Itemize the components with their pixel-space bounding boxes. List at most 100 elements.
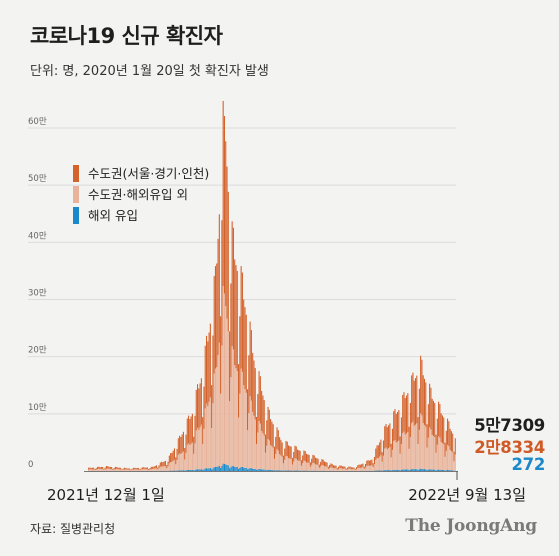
bar-overseas bbox=[422, 469, 424, 471]
bar-capital bbox=[330, 463, 332, 468]
bar-capital bbox=[311, 458, 313, 465]
joongang-logo: The JoongAng bbox=[405, 516, 537, 536]
bar-capital bbox=[397, 411, 399, 442]
bar-overseas bbox=[177, 470, 179, 471]
bar-capital-overseas bbox=[354, 469, 356, 471]
bar-capital-overseas bbox=[407, 432, 409, 470]
bar-overseas bbox=[249, 468, 251, 471]
bar-capital bbox=[452, 433, 454, 453]
bar-capital-overseas bbox=[163, 466, 165, 471]
bar-capital-overseas bbox=[367, 465, 369, 471]
bar-capital bbox=[194, 415, 196, 444]
bar-capital-overseas bbox=[298, 460, 300, 471]
bar-capital bbox=[427, 404, 429, 438]
bar-overseas bbox=[190, 469, 192, 471]
bar-overseas bbox=[196, 469, 199, 471]
bar-capital-overseas bbox=[302, 463, 304, 471]
bar-capital-overseas bbox=[414, 424, 417, 470]
bar-capital bbox=[322, 459, 324, 466]
bar-overseas bbox=[390, 470, 392, 471]
bar-capital bbox=[131, 468, 133, 470]
bar-overseas bbox=[232, 466, 234, 471]
bar-overseas bbox=[412, 469, 414, 471]
bar-capital bbox=[176, 448, 178, 460]
bar-capital-overseas bbox=[143, 469, 145, 471]
bar-capital bbox=[448, 421, 450, 447]
bar-capital-overseas bbox=[266, 445, 268, 470]
bar-capital-overseas bbox=[362, 467, 364, 471]
bar-overseas bbox=[441, 469, 443, 471]
bar-capital-overseas bbox=[368, 465, 370, 471]
bar-capital bbox=[398, 410, 400, 441]
bar-capital bbox=[363, 466, 365, 469]
bar-capital-overseas bbox=[308, 462, 310, 471]
bar-capital bbox=[430, 387, 432, 430]
bar-overseas bbox=[403, 469, 405, 471]
bar-capital-overseas bbox=[93, 469, 95, 471]
bar-overseas bbox=[272, 470, 274, 471]
bar-capital bbox=[138, 467, 140, 470]
bar-capital bbox=[90, 467, 92, 470]
bar-capital bbox=[122, 468, 124, 470]
bar-capital-overseas bbox=[130, 470, 132, 471]
bar-overseas bbox=[400, 469, 402, 471]
bar-capital-overseas bbox=[236, 370, 238, 467]
bar-capital-overseas bbox=[155, 468, 158, 471]
bar-capital bbox=[423, 378, 426, 425]
bar-capital-overseas bbox=[418, 429, 420, 470]
bar-capital bbox=[447, 418, 449, 445]
bar-capital bbox=[146, 467, 149, 470]
bar-capital bbox=[294, 445, 296, 459]
bar-capital bbox=[161, 461, 163, 467]
bar-capital-overseas bbox=[172, 460, 174, 471]
bar-overseas bbox=[377, 470, 379, 471]
bar-capital-overseas bbox=[284, 459, 286, 471]
bar-capital-overseas bbox=[148, 470, 150, 471]
bar-overseas bbox=[179, 470, 181, 471]
bar-capital bbox=[439, 404, 441, 438]
bar-capital bbox=[275, 436, 277, 454]
bar-overseas bbox=[204, 468, 206, 471]
bar-capital bbox=[135, 468, 137, 470]
bar-overseas bbox=[432, 469, 435, 471]
bar-overseas bbox=[245, 467, 247, 471]
bar-capital bbox=[299, 450, 301, 461]
bar-capital bbox=[295, 446, 297, 459]
bar-capital-overseas bbox=[194, 443, 196, 470]
bar-overseas bbox=[386, 470, 388, 471]
bar-capital bbox=[411, 375, 413, 424]
bar-capital bbox=[331, 463, 333, 468]
bar-overseas bbox=[268, 469, 270, 471]
bar-overseas bbox=[236, 467, 238, 471]
bar-overseas bbox=[286, 470, 288, 471]
bar-capital-overseas bbox=[253, 415, 255, 469]
bar-capital-overseas bbox=[384, 448, 386, 471]
bar-capital bbox=[123, 467, 125, 470]
bar-capital-overseas bbox=[149, 469, 151, 471]
bar-capital-overseas bbox=[170, 462, 172, 471]
bar-capital bbox=[276, 427, 278, 450]
bar-capital bbox=[382, 440, 384, 456]
bar-capital-overseas bbox=[343, 468, 345, 471]
bar-overseas bbox=[445, 470, 447, 471]
legend-swatch-capital bbox=[73, 165, 79, 182]
y-tick-label: 0 bbox=[28, 460, 33, 470]
bar-capital bbox=[440, 413, 442, 443]
bar-capital bbox=[349, 466, 351, 469]
bar-capital bbox=[214, 266, 217, 369]
bar-capital bbox=[211, 385, 213, 429]
bar-capital bbox=[288, 445, 290, 459]
bar-capital-overseas bbox=[305, 462, 308, 471]
bar-overseas bbox=[258, 469, 260, 471]
bar-overseas bbox=[208, 468, 210, 471]
bar-capital-overseas bbox=[447, 444, 449, 470]
bar-capital-overseas bbox=[245, 392, 247, 468]
bar-capital-overseas bbox=[318, 467, 320, 471]
bar-capital bbox=[367, 460, 369, 466]
bar-capital-overseas bbox=[109, 468, 111, 471]
bar-capital bbox=[261, 390, 263, 431]
bar-capital-overseas bbox=[290, 458, 292, 471]
bar-capital bbox=[134, 467, 136, 470]
bar-capital-overseas bbox=[441, 443, 443, 470]
bar-capital bbox=[413, 380, 415, 426]
